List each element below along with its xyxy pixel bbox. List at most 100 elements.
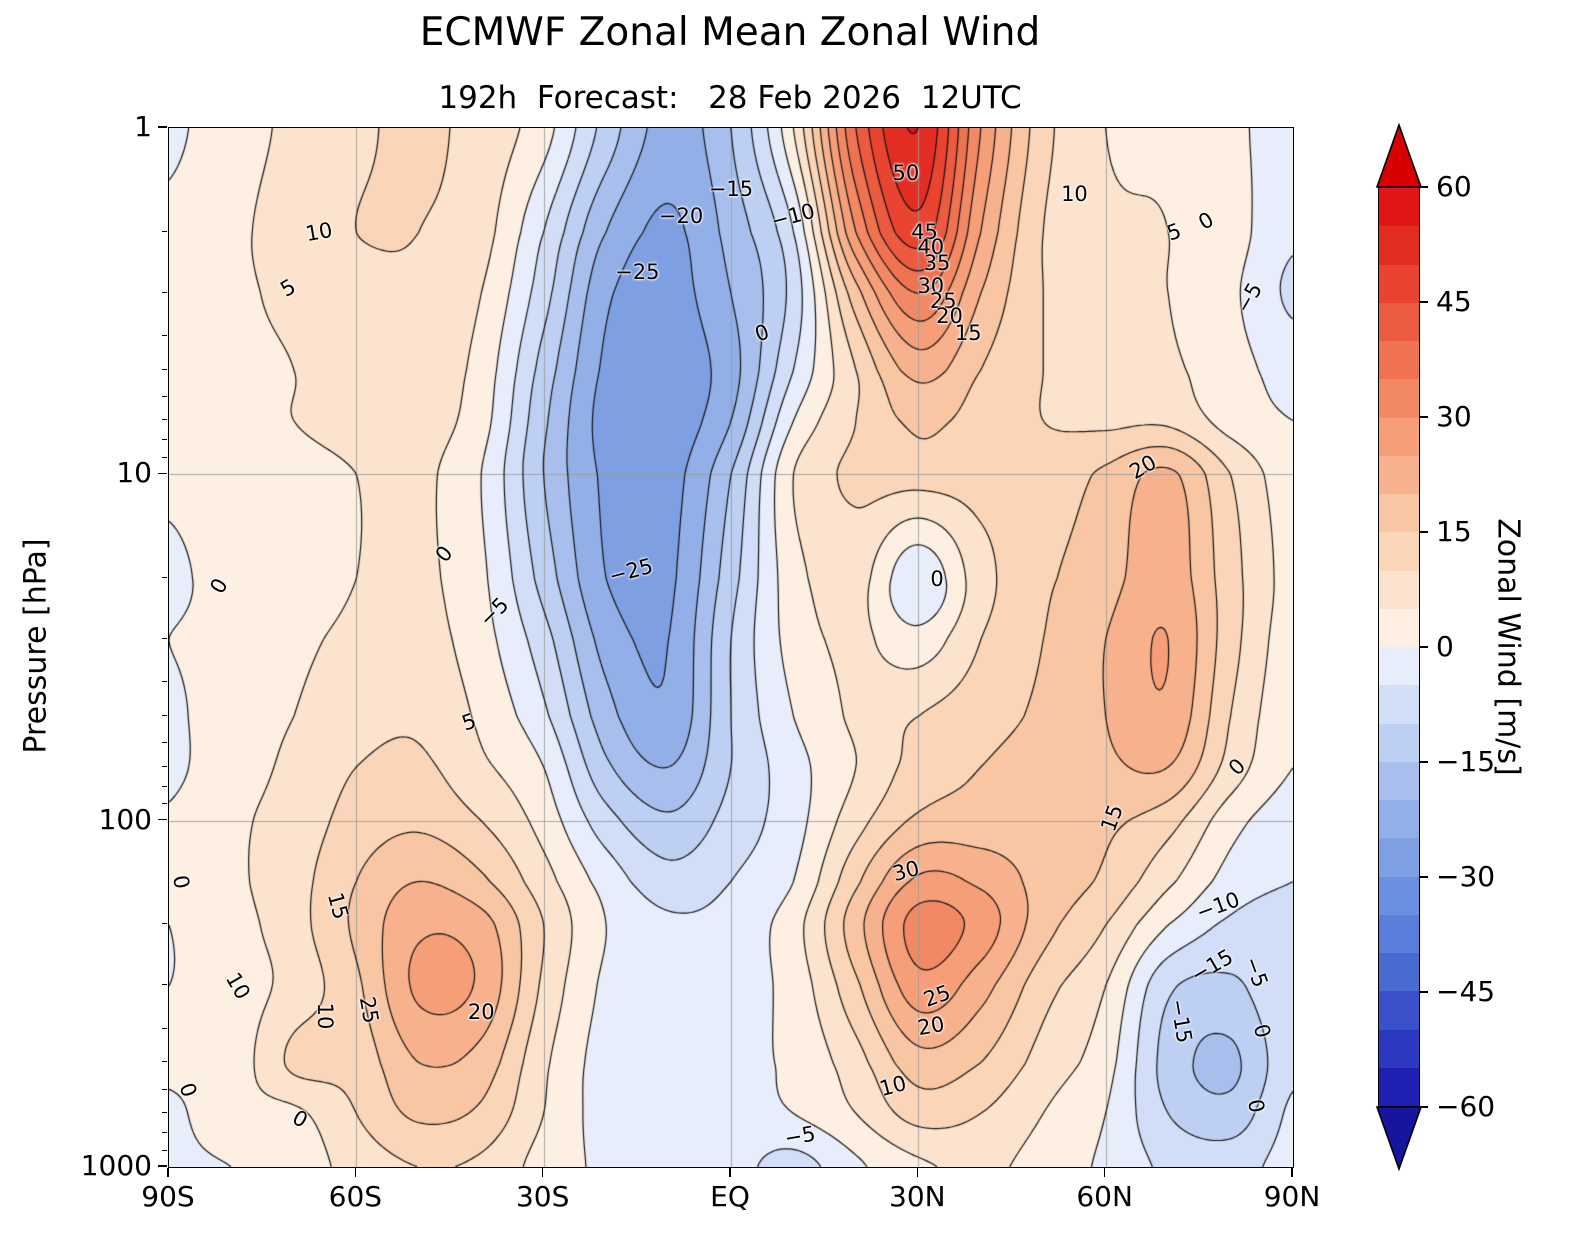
colorbar-tick-label: −15 (1436, 745, 1496, 778)
y-minor-tick (162, 1088, 167, 1090)
y-minor-tick (162, 765, 167, 767)
contour-label: 10 (303, 218, 335, 247)
y-minor-tick (162, 638, 167, 640)
y-tick (158, 472, 167, 475)
x-tick-label: EQ (710, 1180, 750, 1213)
colorbar-arrow-up (1375, 122, 1423, 188)
y-minor-tick (162, 803, 167, 805)
colorbar-segment (1379, 379, 1419, 418)
colorbar-tick-label: 60 (1436, 170, 1472, 203)
colorbar-segment (1379, 685, 1419, 724)
colorbar-segment (1379, 532, 1419, 571)
contour-label: 10 (313, 1002, 338, 1030)
colorbar-segment (1379, 341, 1419, 380)
chart-subtitle: 192h Forecast: 28 Feb 2026 12UTC (438, 80, 1022, 116)
y-minor-tick (162, 785, 167, 787)
y-minor-tick (162, 681, 167, 683)
colorbar-tick-label: −45 (1436, 975, 1496, 1008)
colorbar-segment (1379, 494, 1419, 533)
colorbar-segment (1379, 991, 1419, 1030)
y-minor-tick (162, 335, 167, 336)
colorbar-segment (1379, 608, 1419, 647)
contour-label: 30 (917, 273, 945, 298)
y-tick-label: 1 (134, 110, 152, 143)
x-tick-label: 90N (1263, 1180, 1321, 1213)
x-tick-label: 30S (515, 1180, 570, 1213)
y-minor-tick (162, 714, 167, 716)
y-minor-tick (162, 291, 167, 293)
y-minor-tick (162, 923, 167, 925)
colorbar-segment (1379, 188, 1419, 227)
chart-title: ECMWF Zonal Mean Zonal Wind (419, 10, 1041, 55)
colorbar-tick (1420, 1106, 1428, 1108)
x-tick-label: 30N (889, 1180, 946, 1213)
y-minor-tick (162, 1131, 167, 1133)
colorbar-tick-label: −30 (1436, 860, 1496, 893)
colorbar-tick (1420, 646, 1428, 648)
colorbar-tick (1420, 186, 1428, 188)
contour-label: 15 (954, 320, 982, 345)
colorbar-tick-label: 0 (1436, 630, 1454, 663)
y-minor-tick (162, 439, 167, 441)
y-minor-tick (162, 456, 167, 458)
colorbar-segment (1379, 914, 1419, 953)
contour-label: 45 (911, 220, 938, 245)
colorbar-segment (1379, 226, 1419, 265)
colorbar-tick-label: 45 (1436, 285, 1472, 318)
colorbar-segment (1379, 264, 1419, 303)
contour-label: 20 (467, 1000, 495, 1025)
y-axis-label: Pressure [hPa] (18, 538, 54, 754)
contour-label: 25 (929, 288, 957, 313)
contour-label: −25 (615, 259, 660, 284)
colorbar-tick (1420, 301, 1428, 303)
y-minor-tick (162, 1111, 167, 1113)
x-tick-label: 60S (328, 1180, 383, 1213)
colorbar-segment (1379, 953, 1419, 992)
colorbar-arrow-down (1375, 1106, 1423, 1172)
colorbar-tick (1420, 416, 1428, 418)
contour-label: 20 (915, 1011, 947, 1040)
colorbar-segment (1379, 876, 1419, 915)
contour-label: 0 (930, 566, 944, 591)
x-tick (1291, 1168, 1293, 1177)
contour-label: 50 (892, 161, 920, 186)
x-tick (541, 1168, 544, 1177)
plot-area: 10 5 0 0 −5 5 −25 −25 −20 −15 −10 0 50 45 40 35 30 25 20 15… (168, 127, 1294, 1168)
colorbar-segment (1379, 417, 1419, 456)
colorbar-tick (1420, 761, 1428, 763)
x-tick (729, 1168, 731, 1177)
colorbar-segment (1379, 647, 1419, 686)
y-minor-tick (162, 419, 167, 421)
x-tick-label: 60N (1076, 1180, 1133, 1213)
colorbar-segment (1379, 302, 1419, 341)
y-tick (158, 1165, 167, 1167)
contour-label: 20 (936, 304, 963, 329)
colorbar-segment (1379, 723, 1419, 762)
x-tick (354, 1168, 357, 1177)
colorbar-tick-label: −60 (1436, 1090, 1496, 1123)
contour-label: 35 (923, 250, 951, 275)
colorbar-segment (1379, 838, 1419, 877)
contour-label: −20 (658, 204, 704, 229)
colorbar (1378, 187, 1420, 1107)
y-tick-label: 100 (98, 802, 152, 836)
y-tick-label: 10 (116, 456, 152, 490)
colorbar-segment (1379, 1029, 1419, 1068)
contour-label: 25 (354, 995, 383, 1026)
y-minor-tick (162, 984, 167, 986)
y-minor-tick (162, 395, 167, 397)
colorbar-tick (1420, 991, 1428, 993)
contour-label: 40 (917, 234, 945, 259)
colorbar-tick-label: 15 (1436, 515, 1472, 548)
y-minor-tick (162, 742, 167, 744)
y-minor-tick (162, 1027, 167, 1029)
colorbar-segment (1379, 1067, 1419, 1106)
colorbar-tick (1420, 531, 1428, 533)
colorbar-segment (1379, 800, 1419, 839)
contour-canvas (169, 128, 1293, 1167)
colorbar-tick (1420, 876, 1428, 878)
x-tick (1103, 1168, 1106, 1177)
colorbar-tick-label: 30 (1436, 400, 1472, 433)
y-tick (158, 818, 167, 821)
